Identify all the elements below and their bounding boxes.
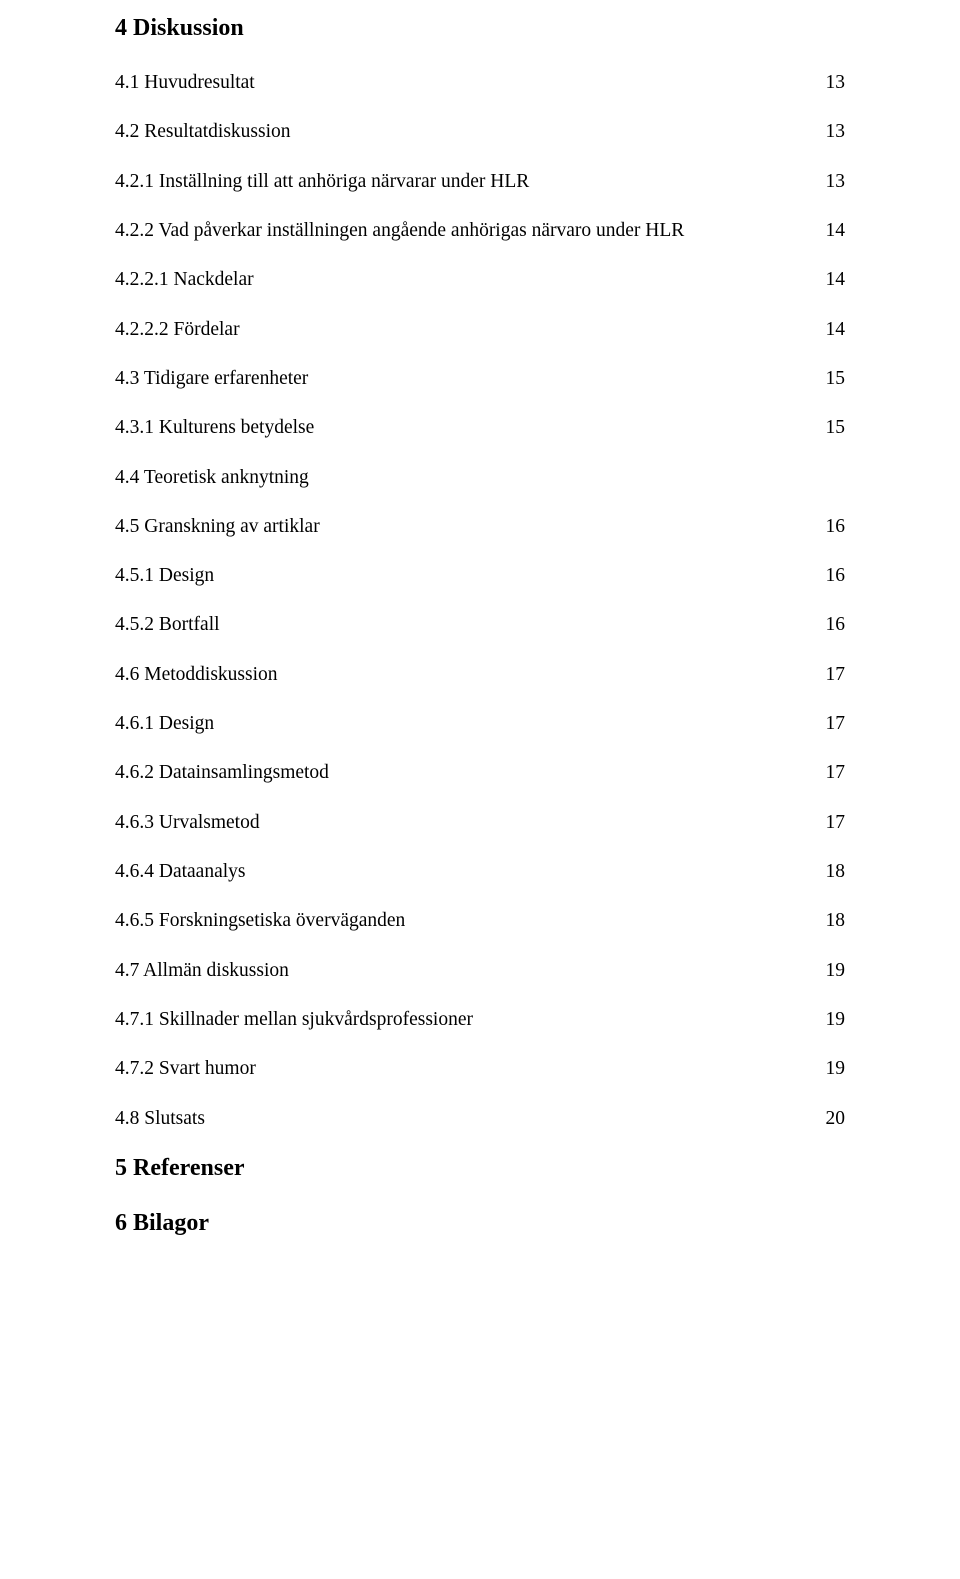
toc-entry: 4.2 Resultatdiskussion 13 <box>115 119 845 145</box>
toc-page: 19 <box>815 1007 845 1033</box>
toc-label: 4.6.4 Dataanalys <box>115 859 246 885</box>
toc-entry: 4.6.2 Datainsamlingsmetod 17 <box>115 760 845 786</box>
heading-label: 5 Referenser <box>115 1155 245 1181</box>
toc-label: 4.2 Resultatdiskussion <box>115 119 291 145</box>
toc-label: 4.6.1 Design <box>115 711 214 737</box>
toc-label: 4.2.2.2 Fördelar <box>115 317 240 343</box>
toc-page: 15 <box>815 366 845 392</box>
toc-label: 4.3 Tidigare erfarenheter <box>115 366 308 392</box>
toc-entry: 4.7.2 Svart humor 19 <box>115 1056 845 1082</box>
toc-label: 4.5.1 Design <box>115 563 214 589</box>
toc-page: 13 <box>815 119 845 145</box>
toc-page: 18 <box>815 908 845 934</box>
toc-label: 4.5.2 Bortfall <box>115 612 220 638</box>
toc-page: 14 <box>815 317 845 343</box>
toc-label: 4.8 Slutsats <box>115 1106 205 1132</box>
toc-entry: 4.7.1 Skillnader mellan sjukvårdsprofess… <box>115 1007 845 1033</box>
toc-page: 16 <box>815 563 845 589</box>
toc-page: 15 <box>815 415 845 441</box>
toc-entry: 4.6.1 Design 17 <box>115 711 845 737</box>
toc-entry: 4.6.5 Forskningsetiska överväganden 18 <box>115 908 845 934</box>
toc-page: 14 <box>815 267 845 293</box>
toc-heading-6: 6 Bilagor <box>115 1210 845 1237</box>
toc-entry: 4.5.2 Bortfall 16 <box>115 612 845 638</box>
toc-label: 4.6.2 Datainsamlingsmetod <box>115 760 329 786</box>
toc-entry: 4.2.2.1 Nackdelar 14 <box>115 267 845 293</box>
toc-page: 13 <box>815 70 845 96</box>
toc-container: 4 Diskussion 4.1 Huvudresultat 13 4.2 Re… <box>115 15 845 1237</box>
toc-page: 16 <box>815 612 845 638</box>
toc-label: 4.7.1 Skillnader mellan sjukvårdsprofess… <box>115 1007 473 1033</box>
toc-entry: 4.6 Metoddiskussion 17 <box>115 662 845 688</box>
toc-entry: 4.5 Granskning av artiklar 16 <box>115 514 845 540</box>
toc-page: 20 <box>815 1106 845 1132</box>
toc-entry: 4.4 Teoretisk anknytning <box>115 465 845 491</box>
toc-heading-4: 4 Diskussion <box>115 15 845 42</box>
heading-label: 6 Bilagor <box>115 1210 209 1236</box>
toc-entry: 4.3.1 Kulturens betydelse 15 <box>115 415 845 441</box>
toc-label: 4.6 Metoddiskussion <box>115 662 278 688</box>
toc-label: 4.2.2 Vad påverkar inställningen angåend… <box>115 218 684 244</box>
toc-label: 4.7.2 Svart humor <box>115 1056 256 1082</box>
toc-page: 16 <box>815 514 845 540</box>
toc-label: 4.4 Teoretisk anknytning <box>115 465 309 491</box>
toc-label: 4.6.5 Forskningsetiska överväganden <box>115 908 405 934</box>
toc-page: 17 <box>815 662 845 688</box>
toc-page: 13 <box>815 169 845 195</box>
toc-entry: 4.6.4 Dataanalys 18 <box>115 859 845 885</box>
toc-entry: 4.2.1 Inställning till att anhöriga närv… <box>115 169 845 195</box>
toc-entry: 4.3 Tidigare erfarenheter 15 <box>115 366 845 392</box>
toc-label: 4.2.2.1 Nackdelar <box>115 267 254 293</box>
toc-entry: 4.7 Allmän diskussion 19 <box>115 958 845 984</box>
toc-heading-5: 5 Referenser <box>115 1155 845 1182</box>
toc-label: 4.7 Allmän diskussion <box>115 958 289 984</box>
toc-page: 19 <box>815 958 845 984</box>
toc-page: 19 <box>815 1056 845 1082</box>
toc-label: 4.2.1 Inställning till att anhöriga närv… <box>115 169 529 195</box>
toc-page: 17 <box>815 760 845 786</box>
toc-page: 18 <box>815 859 845 885</box>
toc-page: 14 <box>815 218 845 244</box>
toc-entry: 4.1 Huvudresultat 13 <box>115 70 845 96</box>
toc-label: 4.1 Huvudresultat <box>115 70 255 96</box>
toc-entry: 4.2.2 Vad påverkar inställningen angåend… <box>115 218 845 244</box>
toc-label: 4.6.3 Urvalsmetod <box>115 810 260 836</box>
heading-label: 4 Diskussion <box>115 15 244 41</box>
toc-label: 4.3.1 Kulturens betydelse <box>115 415 314 441</box>
toc-entry: 4.6.3 Urvalsmetod 17 <box>115 810 845 836</box>
toc-label: 4.5 Granskning av artiklar <box>115 514 320 540</box>
toc-entry: 4.5.1 Design 16 <box>115 563 845 589</box>
toc-entry: 4.2.2.2 Fördelar 14 <box>115 317 845 343</box>
toc-page: 17 <box>815 810 845 836</box>
toc-entry: 4.8 Slutsats 20 <box>115 1106 845 1132</box>
toc-page: 17 <box>815 711 845 737</box>
